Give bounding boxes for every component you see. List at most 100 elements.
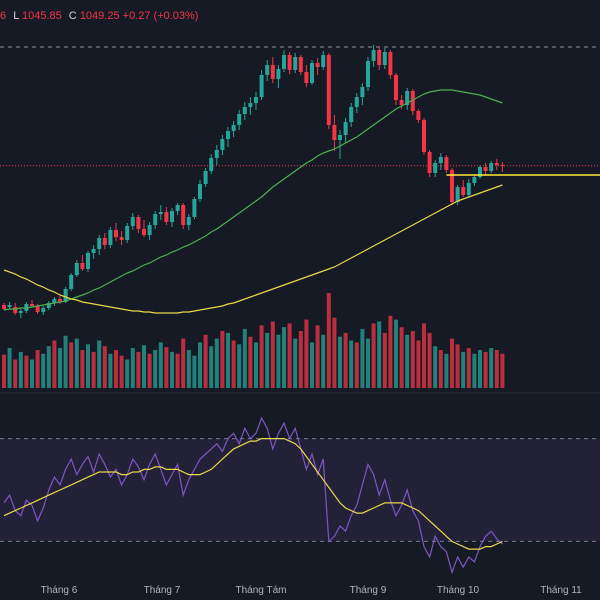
candle-body[interactable] <box>416 111 421 120</box>
candle-body[interactable] <box>153 214 158 225</box>
candle-body[interactable] <box>444 157 449 170</box>
volume-bar <box>416 340 421 388</box>
candle-body[interactable] <box>198 184 202 199</box>
candle-body[interactable] <box>349 107 354 122</box>
candle-body[interactable] <box>282 55 286 69</box>
candle-body[interactable] <box>170 211 174 222</box>
candle-body[interactable] <box>214 150 219 158</box>
volume-bar <box>427 332 432 388</box>
candle-body[interactable] <box>338 135 342 140</box>
candle-body[interactable] <box>30 304 34 306</box>
candle-body[interactable] <box>377 50 382 65</box>
candle-body[interactable] <box>69 275 74 289</box>
candle-body[interactable] <box>354 97 359 107</box>
volume-bar <box>354 342 359 388</box>
candle-body[interactable] <box>410 91 415 111</box>
candle-body[interactable] <box>237 114 242 125</box>
candle-body[interactable] <box>466 183 471 195</box>
candle-body[interactable] <box>500 165 505 166</box>
candle-body[interactable] <box>422 120 426 152</box>
candle-body[interactable] <box>332 125 337 140</box>
candle-body[interactable] <box>270 65 275 79</box>
candle-body[interactable] <box>254 97 258 103</box>
candle-body[interactable] <box>7 305 12 307</box>
candle-body[interactable] <box>326 55 331 125</box>
candle-body[interactable] <box>427 152 432 173</box>
candle-body[interactable] <box>74 263 79 275</box>
candle-body[interactable] <box>181 205 186 225</box>
candle-body[interactable] <box>494 163 499 165</box>
candle-body[interactable] <box>343 122 348 135</box>
volume-bar <box>270 321 275 388</box>
candle-body[interactable] <box>46 303 51 308</box>
candle-body[interactable] <box>287 55 292 70</box>
candle-body[interactable] <box>80 263 85 269</box>
candle-body[interactable] <box>2 305 6 309</box>
candle-body[interactable] <box>41 308 46 312</box>
volume-bar <box>248 336 253 388</box>
candle-body[interactable] <box>489 163 494 171</box>
candle-body[interactable] <box>108 230 113 245</box>
candle-body[interactable] <box>366 61 370 87</box>
volume-bar <box>74 338 79 388</box>
volume-bar <box>405 334 410 388</box>
candle-body[interactable] <box>35 306 40 312</box>
candle-body[interactable] <box>91 249 96 253</box>
candle-body[interactable] <box>265 65 270 75</box>
candle-body[interactable] <box>63 289 68 302</box>
candle-body[interactable] <box>114 230 118 237</box>
candle-body[interactable] <box>175 205 180 211</box>
candle-body[interactable] <box>388 52 393 75</box>
candle-body[interactable] <box>293 57 298 70</box>
candle-body[interactable] <box>58 299 62 302</box>
candle-body[interactable] <box>433 163 438 173</box>
candle-body[interactable] <box>125 226 130 240</box>
candle-body[interactable] <box>472 177 477 183</box>
candle-body[interactable] <box>136 217 141 229</box>
candle-body[interactable] <box>13 307 18 313</box>
candle-body[interactable] <box>231 125 236 131</box>
candle-body[interactable] <box>310 63 314 83</box>
candle-body[interactable] <box>102 238 107 245</box>
candle-body[interactable] <box>455 187 460 202</box>
candle-body[interactable] <box>52 299 57 303</box>
candle-body[interactable] <box>220 139 225 150</box>
candle-body[interactable] <box>248 103 253 107</box>
candle-body[interactable] <box>147 225 152 235</box>
candle-body[interactable] <box>86 253 90 269</box>
candle-body[interactable] <box>142 229 146 235</box>
candle-body[interactable] <box>158 212 163 214</box>
candle-body[interactable] <box>97 238 102 249</box>
candle-body[interactable] <box>203 171 208 184</box>
candle-body[interactable] <box>321 55 326 67</box>
candle-body[interactable] <box>192 199 197 217</box>
candle-body[interactable] <box>18 311 23 313</box>
volume-bar <box>7 348 12 388</box>
candle-body[interactable] <box>164 212 169 222</box>
candle-body[interactable] <box>371 50 376 61</box>
candle-body[interactable] <box>382 52 387 65</box>
candle-body[interactable] <box>483 167 488 171</box>
volume-bar <box>69 342 74 388</box>
candle-body[interactable] <box>450 170 454 202</box>
candle-body[interactable] <box>405 91 410 105</box>
candle-body[interactable] <box>304 72 309 83</box>
candle-body[interactable] <box>186 217 191 225</box>
candle-body[interactable] <box>298 57 303 72</box>
candle-body[interactable] <box>259 75 264 97</box>
candle-body[interactable] <box>276 69 281 79</box>
candle-body[interactable] <box>242 107 247 114</box>
candle-body[interactable] <box>478 167 482 177</box>
close-label: C <box>68 10 77 22</box>
candle-body[interactable] <box>394 75 398 100</box>
candle-body[interactable] <box>119 237 124 240</box>
candle-body[interactable] <box>399 100 404 105</box>
candle-body[interactable] <box>226 131 230 139</box>
candle-body[interactable] <box>130 217 135 226</box>
candle-body[interactable] <box>360 87 365 97</box>
candle-body[interactable] <box>461 187 466 195</box>
candle-body[interactable] <box>209 158 214 171</box>
candle-body[interactable] <box>315 63 320 67</box>
candle-body[interactable] <box>438 157 443 163</box>
